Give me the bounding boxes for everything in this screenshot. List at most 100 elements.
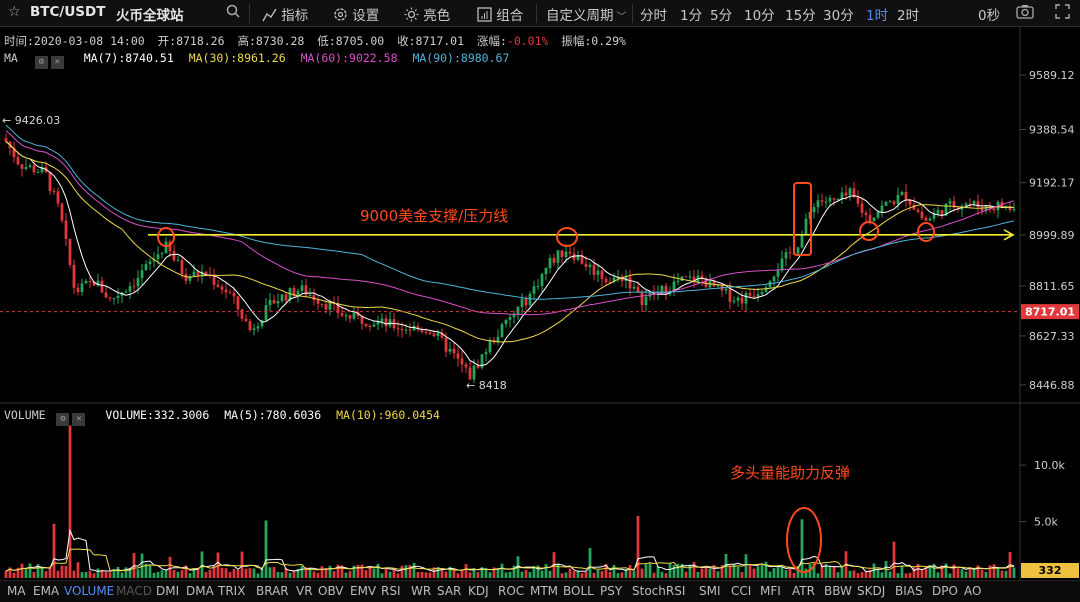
- indicator-tab-atr[interactable]: ATR: [792, 584, 815, 598]
- gear-icon[interactable]: ⚙: [56, 413, 70, 426]
- candle-body: [260, 320, 264, 327]
- candle-body: [564, 251, 568, 257]
- candle-body: [356, 312, 360, 316]
- theme-button[interactable]: 亮色: [404, 4, 450, 24]
- fullscreen-icon[interactable]: [1055, 4, 1070, 23]
- annotation-circle: [917, 222, 935, 242]
- indicator-tab-bias[interactable]: BIAS: [895, 584, 923, 598]
- volume-bar: [164, 569, 168, 578]
- volume-bar: [220, 567, 224, 578]
- indicator-tab-volume[interactable]: VOLUME: [64, 584, 115, 598]
- candle-body: [284, 294, 288, 301]
- indicator-tab-ao[interactable]: AO: [964, 584, 982, 598]
- indicator-tab-rsi[interactable]: RSI: [381, 584, 401, 598]
- indicator-tab-cci[interactable]: CCI: [731, 584, 752, 598]
- kline-chart[interactable]: 9589.12 9388.54 9192.17 8999.89 8811.65 8627.…: [0, 0, 1080, 580]
- indicator-tab-kdj[interactable]: KDJ: [468, 584, 489, 598]
- candle-body: [848, 188, 852, 196]
- volume-tick-label: 10.0k: [1034, 459, 1065, 472]
- indicator-tab-wr[interactable]: WR: [411, 584, 432, 598]
- indicator-tab-smi[interactable]: SMI: [699, 584, 721, 598]
- period-tab[interactable]: 10分: [744, 8, 775, 24]
- layout-button[interactable]: 组合: [477, 4, 523, 24]
- indicator-tab-vr[interactable]: VR: [296, 584, 313, 598]
- search-icon[interactable]: [226, 4, 240, 22]
- candle-body: [232, 293, 236, 297]
- volume-bar: [160, 570, 164, 578]
- close-icon[interactable]: ✕: [50, 56, 64, 69]
- indicator-tab-dma[interactable]: DMA: [186, 584, 214, 598]
- volume-bar: [44, 571, 48, 578]
- indicator-tab-roc[interactable]: ROC: [498, 584, 525, 598]
- indicator-tab-bbw[interactable]: BBW: [824, 584, 852, 598]
- period-tab[interactable]: 5分: [710, 8, 733, 24]
- info-change-value: -0.01%: [506, 34, 549, 48]
- candle-body: [992, 208, 996, 211]
- indicator-tab-emv[interactable]: EMV: [350, 584, 377, 598]
- volume-bar: [52, 523, 56, 578]
- symbol-title[interactable]: BTC/USDT: [30, 4, 106, 20]
- favorite-star-icon[interactable]: ☆: [8, 4, 21, 20]
- indicators-button[interactable]: 指标: [262, 4, 308, 24]
- candle-body: [204, 271, 208, 275]
- period-tab[interactable]: 2时: [897, 8, 920, 24]
- candle-body: [48, 172, 52, 192]
- indicator-tab-ema[interactable]: EMA: [33, 584, 60, 598]
- candle-body: [672, 281, 676, 292]
- indicator-tab-psy[interactable]: PSY: [600, 584, 623, 598]
- volume-bar: [596, 569, 600, 578]
- candle-body: [256, 326, 260, 329]
- period-tab[interactable]: 30分: [823, 8, 854, 24]
- period-tab-active[interactable]: 1时: [866, 8, 889, 24]
- candle-body: [196, 271, 200, 276]
- candle-body: [456, 353, 460, 359]
- indicator-tab-macd[interactable]: MACD: [116, 584, 152, 598]
- candle-body: [572, 253, 576, 260]
- volume-bar: [352, 565, 356, 578]
- indicator-tab-boll[interactable]: BOLL: [563, 584, 594, 598]
- indicator-tab-skdj[interactable]: SKDJ: [857, 584, 886, 598]
- indicator-tab-stochrsi[interactable]: StochRSI: [632, 584, 686, 598]
- period-tab[interactable]: 分时: [640, 8, 667, 24]
- close-icon[interactable]: ✕: [72, 413, 86, 426]
- custom-period-dropdown[interactable]: 自定义周期 ﹀: [546, 4, 627, 24]
- volume-bar: [36, 564, 40, 578]
- volume-bar: [436, 567, 440, 578]
- period-tab[interactable]: 15分: [785, 8, 816, 24]
- indicator-tab-dpo[interactable]: DPO: [932, 584, 958, 598]
- candle-body: [712, 280, 716, 287]
- indicator-tab-trix[interactable]: TRIX: [218, 584, 246, 598]
- candle-body: [140, 270, 144, 278]
- divider: [536, 4, 537, 23]
- indicator-tab-brar[interactable]: BRAR: [256, 584, 289, 598]
- camera-icon[interactable]: [1016, 4, 1034, 23]
- period-tab[interactable]: 1分: [680, 8, 703, 24]
- candle-body: [24, 166, 28, 169]
- info-change-label: 涨幅:: [476, 34, 507, 48]
- volume-bar: [336, 564, 340, 578]
- indicator-tab-sar[interactable]: SAR: [437, 584, 462, 598]
- indicator-tab-mtm[interactable]: MTM: [530, 584, 559, 598]
- volume-bar: [464, 564, 468, 578]
- volume-bar: [40, 567, 44, 578]
- candle-body: [796, 247, 800, 254]
- volume-bar: [1000, 570, 1004, 578]
- indicator-tab-ma[interactable]: MA: [7, 584, 26, 598]
- gear-icon[interactable]: ⚙: [34, 56, 48, 69]
- candle-body: [908, 200, 912, 205]
- settings-button[interactable]: 设置: [333, 4, 379, 24]
- volume-bar: [912, 567, 916, 578]
- indicator-tab-dmi[interactable]: DMI: [156, 584, 180, 598]
- candle-body: [976, 201, 980, 208]
- volume-bar: [892, 541, 896, 578]
- indicator-tab-obv[interactable]: OBV: [318, 584, 344, 598]
- volume-bar: [696, 571, 700, 578]
- volume-ma10-line: [5, 548, 1015, 572]
- indicator-tab-mfi[interactable]: MFI: [760, 584, 781, 598]
- candle-body: [1008, 206, 1012, 210]
- candle-body: [452, 348, 456, 354]
- volume-bar: [640, 568, 644, 578]
- volume-bar: [716, 571, 720, 578]
- volume-bar: [152, 572, 156, 578]
- volume-bar: [684, 571, 688, 578]
